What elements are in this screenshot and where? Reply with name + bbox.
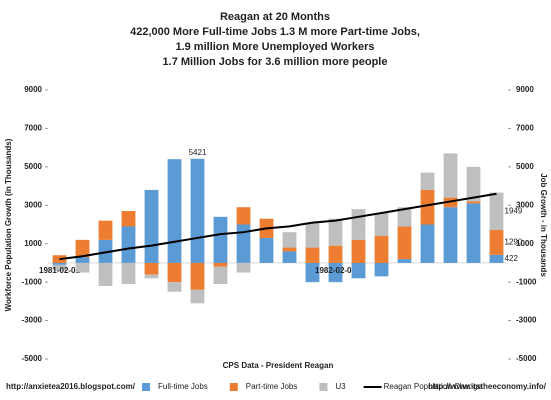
bar <box>351 262 366 279</box>
bar <box>213 216 228 263</box>
line <box>59 192 497 261</box>
bar <box>144 189 159 263</box>
chart-subtitle: 422,000 More Full-time Jobs 1.3 M more P… <box>130 26 420 38</box>
bar <box>75 262 90 273</box>
x-axis-label: CPS Data - President Reagan <box>223 361 334 370</box>
bar <box>489 192 504 231</box>
x-tick-label: 1981-02-01 <box>39 266 80 275</box>
bar <box>328 218 343 246</box>
legend-swatch <box>229 383 238 391</box>
bar <box>52 264 67 271</box>
bar <box>443 207 458 263</box>
chart-title: Reagan at 20 Months <box>220 11 330 23</box>
bar <box>305 222 320 248</box>
legend-label: Reagan Population Change <box>384 382 483 391</box>
y-tick-label: 7000 <box>24 124 42 133</box>
bar <box>282 232 297 248</box>
y2-tick-label: -1000 <box>516 277 537 286</box>
bar <box>282 247 297 252</box>
y2-axis-label: Job Growth - in Thousands <box>539 173 548 277</box>
y2-tick-label: -3000 <box>516 316 537 325</box>
y2-tick-label: 9000 <box>516 85 534 94</box>
bar <box>75 257 90 263</box>
bar <box>305 247 320 263</box>
bar <box>98 220 113 240</box>
footer-right: http://www.itstheeconomy.info/ <box>428 382 547 391</box>
y-tick-label: -5000 <box>22 354 43 363</box>
bar <box>420 224 435 263</box>
chart-subtitle: 1.9 million More Unemployed Workers <box>175 41 374 53</box>
bar <box>75 239 90 258</box>
bar <box>167 282 182 292</box>
bar <box>443 153 458 198</box>
value-label: 5421 <box>189 148 207 157</box>
value-label: 422 <box>505 254 519 263</box>
bar <box>236 207 251 225</box>
legend-label: U3 <box>335 382 346 391</box>
bar <box>374 212 389 237</box>
bar <box>420 189 435 225</box>
bar <box>397 226 412 260</box>
y2-tick-label: 1000 <box>516 239 534 248</box>
bar <box>167 262 182 283</box>
y-tick-label: 1000 <box>24 239 42 248</box>
bar <box>190 262 205 290</box>
bar <box>466 166 481 202</box>
bar <box>236 224 251 263</box>
y-axis-label: Workforce Population Growth (in Thousand… <box>4 138 13 311</box>
y2-tick-label: 3000 <box>516 200 534 209</box>
bar <box>167 159 182 263</box>
bar <box>144 262 159 275</box>
y-tick-label: 3000 <box>24 200 42 209</box>
bar <box>328 245 343 263</box>
bar <box>259 237 274 263</box>
y2-tick-label: 5000 <box>516 162 534 171</box>
bar <box>374 262 389 277</box>
bar <box>121 262 136 285</box>
legend-label: Part-time Jobs <box>246 382 298 391</box>
bar <box>397 207 412 227</box>
y2-tick-label: 7000 <box>516 124 534 133</box>
bar <box>489 254 504 263</box>
bar <box>466 203 481 263</box>
chart-subtitle: 1.7 Million Jobs for 3.6 million more pe… <box>163 56 388 68</box>
bar <box>190 158 205 263</box>
bar <box>282 251 297 263</box>
bar <box>328 262 343 283</box>
bar <box>144 274 159 279</box>
bar <box>397 259 412 263</box>
bar <box>236 262 251 273</box>
footer-left: http://anxietea2016.blogspot.com/ <box>6 382 136 391</box>
bar <box>351 209 366 240</box>
x-tick-label: 1982-02-01 <box>315 266 356 275</box>
bar <box>489 230 504 255</box>
value-label: 1290 <box>505 238 523 247</box>
bar <box>420 172 435 190</box>
bar <box>305 262 320 283</box>
y-tick-label: 5000 <box>24 162 42 171</box>
y-tick-label: 9000 <box>24 85 42 94</box>
y-tick-label: -3000 <box>22 316 43 325</box>
bar <box>190 289 205 304</box>
bar <box>121 226 136 263</box>
bar <box>98 262 113 286</box>
legend-label: Full-time Jobs <box>158 382 208 391</box>
bar <box>121 211 136 227</box>
bar <box>351 239 366 263</box>
bar <box>213 266 228 285</box>
bar <box>374 236 389 263</box>
bar <box>52 262 67 265</box>
y2-tick-label: -5000 <box>516 354 537 363</box>
legend-swatch <box>142 383 150 391</box>
bar <box>213 262 228 267</box>
legend-swatch <box>319 383 328 391</box>
value-label: 1949 <box>505 206 523 215</box>
y-tick-label: -1000 <box>22 277 43 286</box>
bar <box>466 201 481 204</box>
